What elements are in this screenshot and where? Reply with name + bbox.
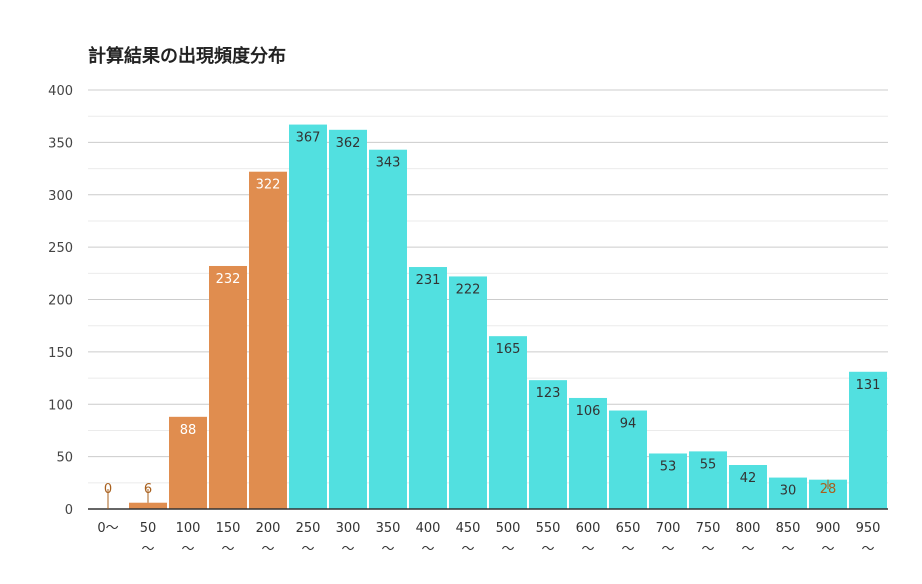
x-tick-label: 600 〜	[576, 521, 601, 557]
y-tick-label: 400	[48, 84, 73, 99]
y-tick-label: 350	[48, 136, 73, 151]
data-label: 362	[336, 136, 361, 151]
x-tick-label: 800 〜	[736, 521, 761, 557]
x-tick-label: 500 〜	[496, 521, 521, 557]
bar	[609, 410, 647, 509]
bar	[689, 451, 727, 509]
data-label: 88	[180, 423, 197, 438]
bar	[129, 502, 167, 509]
y-tick-label: 100	[48, 398, 73, 413]
data-label: 106	[576, 404, 601, 419]
bar	[249, 171, 287, 509]
x-tick-label: 950 〜	[856, 521, 881, 557]
x-tick-label: 350 〜	[376, 521, 401, 557]
bar	[569, 397, 607, 509]
bar	[489, 336, 527, 509]
bar	[529, 380, 567, 509]
x-tick-label: 250 〜	[296, 521, 321, 557]
x-tick-label: 50 〜	[140, 521, 157, 557]
data-label: 222	[456, 282, 481, 297]
y-tick-label: 0	[65, 503, 73, 518]
x-tick-label: 700 〜	[656, 521, 681, 557]
y-tick-label: 50	[56, 451, 73, 466]
x-tick-label: 200 〜	[256, 521, 281, 557]
x-tick-label: 550 〜	[536, 521, 561, 557]
y-tick-label: 150	[48, 346, 73, 361]
bar	[369, 149, 407, 509]
data-label: 55	[700, 457, 717, 472]
x-tick-label: 300 〜	[336, 521, 361, 557]
x-tick-label: 450 〜	[456, 521, 481, 557]
data-label: 0	[104, 482, 112, 497]
bar	[729, 465, 767, 509]
x-tick-label: 900 〜	[816, 521, 841, 557]
data-label: 322	[256, 178, 281, 193]
x-tick-label: 850 〜	[776, 521, 801, 557]
data-label: 343	[376, 156, 401, 171]
data-label: 94	[620, 417, 637, 432]
chart-title: 計算結果の出現頻度分布	[88, 46, 286, 67]
bar	[209, 265, 247, 509]
x-tick-label: 100 〜	[176, 521, 201, 557]
data-label: 232	[216, 272, 241, 287]
data-label: 30	[780, 484, 797, 499]
y-tick-label: 300	[48, 189, 73, 204]
bar	[449, 276, 487, 509]
data-label: 165	[496, 342, 521, 357]
data-label: 131	[856, 378, 881, 393]
x-tick-label: 750 〜	[696, 521, 721, 557]
x-tick-label: 650 〜	[616, 521, 641, 557]
data-label: 28	[820, 482, 837, 497]
data-label: 53	[660, 459, 677, 474]
x-tick-label: 150 〜	[216, 521, 241, 557]
data-label: 6	[144, 482, 152, 497]
bar	[849, 371, 887, 509]
data-label: 231	[416, 273, 441, 288]
bar	[329, 129, 367, 509]
y-tick-label: 250	[48, 241, 73, 256]
data-label: 367	[296, 131, 321, 146]
y-tick-label: 200	[48, 294, 73, 309]
data-label: 42	[740, 471, 757, 486]
x-tick-label: 0〜	[97, 521, 118, 536]
bar	[169, 416, 207, 509]
x-tick-label: 400 〜	[416, 521, 441, 557]
bar	[409, 267, 447, 509]
data-label: 123	[536, 386, 561, 401]
bar	[649, 453, 687, 509]
bar	[769, 477, 807, 509]
bar	[289, 124, 327, 509]
